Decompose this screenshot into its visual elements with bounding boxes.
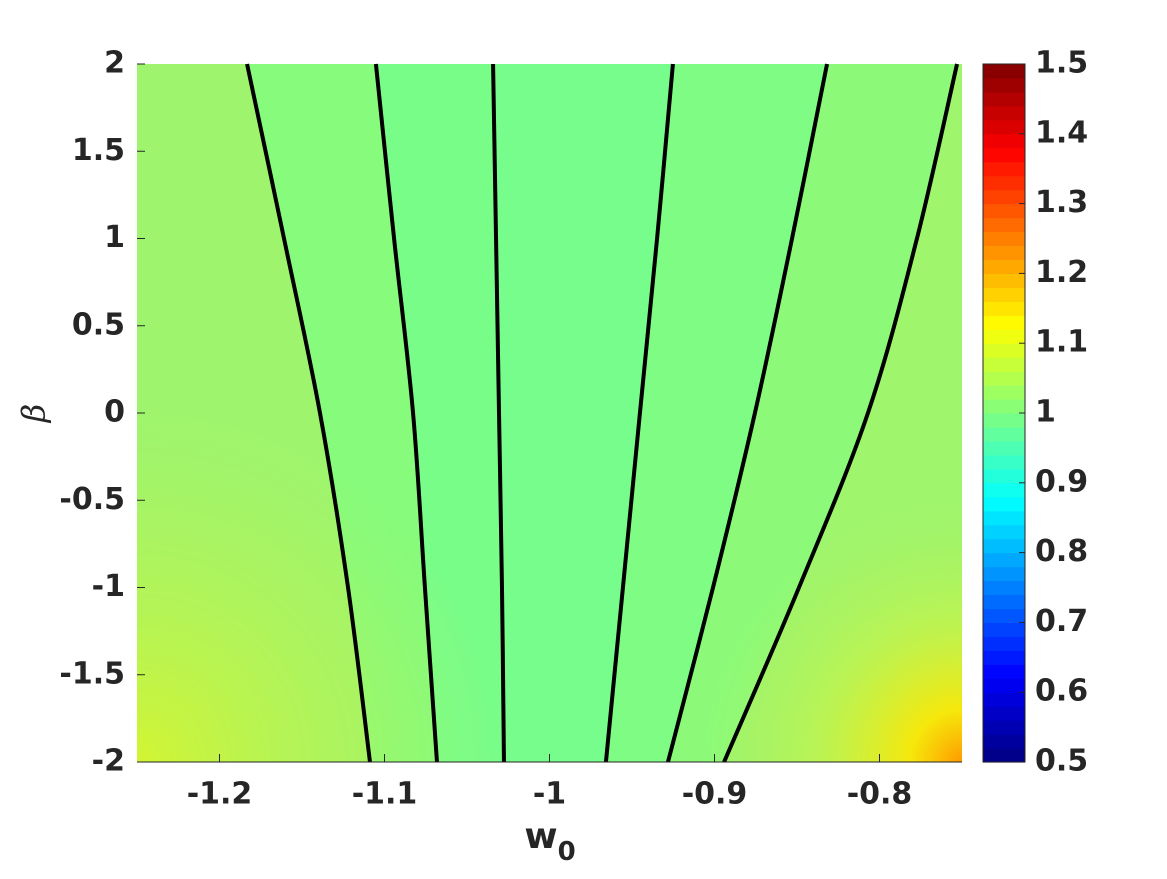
colorbar-swatch xyxy=(983,734,1025,749)
colorbar-tick-label: 0.8 xyxy=(1035,534,1088,569)
colorbar-swatch xyxy=(983,524,1025,540)
colorbar-tick-label: 0.6 xyxy=(1035,674,1088,709)
colorbar-swatch xyxy=(983,664,1025,679)
x-tick-label: -0.9 xyxy=(682,777,748,812)
colorbar-swatch xyxy=(983,440,1025,456)
y-tick-label: -1.5 xyxy=(59,656,125,691)
colorbar-swatch xyxy=(983,91,1025,107)
contour-fill xyxy=(137,64,962,762)
colorbar-swatch xyxy=(983,287,1025,302)
y-tick-label: 1 xyxy=(104,220,125,255)
x-axis-label-base: w xyxy=(524,816,557,857)
contour-line xyxy=(603,63,675,763)
contour-line xyxy=(666,63,829,763)
contour-line xyxy=(373,63,439,763)
colorbar-swatch xyxy=(983,329,1025,344)
colorbar-swatch xyxy=(983,748,1025,763)
x-tick-label: -1.2 xyxy=(187,777,253,812)
contour-lines xyxy=(245,63,959,763)
contour-line xyxy=(491,63,506,763)
colorbar-tick-label: 0.7 xyxy=(1035,604,1088,639)
colorbar-tick-label: 0.9 xyxy=(1035,464,1088,499)
y-tick-label: -1 xyxy=(92,569,125,604)
colorbar-swatch xyxy=(983,357,1025,372)
colorbar-swatch xyxy=(983,119,1025,135)
colorbar-swatch xyxy=(983,231,1025,247)
colorbar-swatch xyxy=(983,105,1025,121)
colorbar-swatch xyxy=(983,77,1025,93)
colorbar-swatch xyxy=(983,650,1025,665)
colorbar-swatch xyxy=(983,133,1025,149)
colorbar-swatch xyxy=(983,343,1025,358)
colorbar-swatch xyxy=(983,510,1025,526)
colorbar-swatch xyxy=(983,426,1025,442)
colorbar-swatch xyxy=(983,552,1025,568)
x-tick-label: -1 xyxy=(533,777,566,812)
y-tick-label: -2 xyxy=(92,744,125,779)
colorbar-swatch xyxy=(983,189,1025,205)
colorbar-swatch xyxy=(983,245,1025,261)
colorbar-swatch xyxy=(983,608,1025,623)
colorbar-tick-label: 1.2 xyxy=(1035,255,1088,290)
colorbar-tick-label: 1.1 xyxy=(1035,325,1088,360)
colorbar-swatch xyxy=(983,64,1025,79)
colorbar-tick-label: 1 xyxy=(1035,395,1056,430)
y-tick-label: 0 xyxy=(104,395,125,430)
corner-shading xyxy=(137,64,962,762)
colorbar-tick-label: 1.4 xyxy=(1035,115,1088,150)
colorbar-tick-label: 0.5 xyxy=(1035,744,1088,779)
colorbar-swatch xyxy=(983,566,1025,582)
y-axis-label: β xyxy=(15,404,53,424)
colorbar-swatch xyxy=(983,454,1025,470)
colorbar-swatch xyxy=(983,259,1025,274)
x-tick-label: -1.1 xyxy=(352,777,418,812)
colorbar-swatch xyxy=(983,273,1025,288)
colorbar-swatch xyxy=(983,371,1025,386)
y-tick-label: 1.5 xyxy=(72,133,125,168)
contour-line xyxy=(722,63,959,763)
colorbar-swatch xyxy=(983,580,1025,596)
colorbar-swatch xyxy=(983,622,1025,637)
x-axis-label: w0 xyxy=(524,816,575,867)
colorbar-swatch xyxy=(983,413,1025,428)
colorbar-swatch xyxy=(983,203,1025,219)
colorbar-swatch xyxy=(983,720,1025,735)
colorbar-swatch xyxy=(983,315,1025,330)
colorbar-swatch xyxy=(983,147,1025,163)
x-axis-label-subscript: 0 xyxy=(558,837,576,867)
colorbar-swatch xyxy=(983,594,1025,610)
colorbar-swatch xyxy=(983,706,1025,721)
y-tick-label: -0.5 xyxy=(59,482,125,517)
colorbar-swatch xyxy=(983,399,1025,414)
colorbar-swatch xyxy=(983,161,1025,177)
colorbar-swatch xyxy=(983,301,1025,316)
colorbar-swatch xyxy=(983,482,1025,498)
contour-line xyxy=(245,63,372,763)
colorbar-swatch xyxy=(983,678,1025,693)
x-tick-label: -0.8 xyxy=(847,777,913,812)
y-tick-label: 0.5 xyxy=(72,307,125,342)
colorbar-swatch xyxy=(983,496,1025,512)
colorbar-swatch xyxy=(983,175,1025,191)
colorbar-tick-label: 1.3 xyxy=(1035,185,1088,220)
colorbar-swatch xyxy=(983,468,1025,484)
colorbar-tick-label: 1.5 xyxy=(1035,46,1088,81)
colorbar-swatch xyxy=(983,692,1025,707)
colorbar-swatch xyxy=(983,217,1025,233)
colorbar-swatch xyxy=(983,385,1025,400)
colorbar-swatch xyxy=(983,538,1025,554)
colorbar-swatch xyxy=(983,636,1025,651)
y-tick-label: 2 xyxy=(104,46,125,81)
